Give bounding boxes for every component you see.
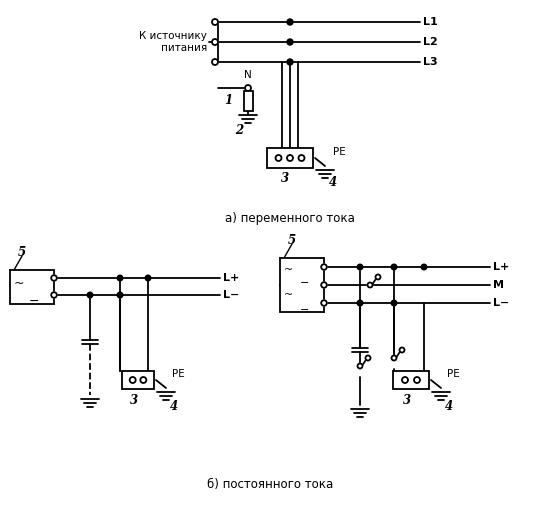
Text: L−: L−	[223, 290, 239, 300]
Text: −: −	[300, 278, 309, 288]
Text: L3: L3	[423, 57, 437, 67]
Circle shape	[321, 300, 327, 306]
Text: L+: L+	[223, 273, 239, 283]
Circle shape	[414, 377, 420, 383]
Text: 1: 1	[224, 94, 232, 108]
Circle shape	[421, 264, 427, 270]
Circle shape	[357, 300, 363, 306]
Bar	[267, 148, 313, 168]
Text: К источнику
питания: К источнику питания	[139, 31, 207, 53]
Circle shape	[287, 19, 293, 25]
Text: 2: 2	[235, 124, 243, 138]
Circle shape	[130, 377, 136, 383]
Circle shape	[392, 356, 396, 361]
Circle shape	[402, 377, 408, 383]
Text: M: M	[493, 280, 504, 290]
Circle shape	[400, 347, 404, 353]
Circle shape	[275, 155, 281, 161]
Bar	[280, 258, 324, 312]
Text: L1: L1	[423, 17, 438, 27]
Circle shape	[391, 300, 397, 306]
Text: 3: 3	[403, 394, 411, 406]
Bar	[122, 371, 154, 389]
Text: ~: ~	[284, 265, 293, 275]
Circle shape	[245, 85, 251, 91]
Circle shape	[299, 155, 305, 161]
Text: б) постоянного тока: б) постоянного тока	[207, 478, 333, 491]
Text: N: N	[244, 70, 252, 80]
Circle shape	[87, 292, 93, 298]
Circle shape	[212, 39, 218, 45]
Bar	[393, 371, 429, 389]
Circle shape	[212, 19, 218, 25]
Text: 5: 5	[288, 234, 296, 246]
Text: L2: L2	[423, 37, 438, 47]
Circle shape	[117, 292, 123, 298]
Text: 4: 4	[170, 399, 178, 412]
Text: 5: 5	[18, 245, 26, 259]
Circle shape	[321, 282, 327, 288]
Text: 4: 4	[445, 399, 453, 412]
Circle shape	[51, 275, 57, 281]
Circle shape	[117, 275, 123, 281]
Circle shape	[287, 59, 293, 65]
Bar	[10, 270, 54, 304]
Circle shape	[140, 377, 146, 383]
Circle shape	[357, 364, 362, 368]
Circle shape	[51, 292, 57, 298]
Circle shape	[366, 356, 370, 361]
Text: ~: ~	[284, 290, 293, 300]
Text: PE: PE	[333, 147, 346, 157]
Circle shape	[375, 274, 381, 279]
Circle shape	[368, 282, 373, 288]
Text: −: −	[300, 305, 309, 315]
Circle shape	[287, 39, 293, 45]
Text: L+: L+	[493, 262, 509, 272]
Text: −: −	[29, 295, 39, 308]
Text: ~: ~	[14, 277, 24, 290]
Bar	[244, 91, 253, 111]
Text: 3: 3	[130, 394, 138, 406]
Text: а) переменного тока: а) переменного тока	[225, 212, 355, 225]
Circle shape	[321, 264, 327, 270]
Circle shape	[212, 59, 218, 65]
Circle shape	[391, 264, 397, 270]
Text: PE: PE	[172, 369, 185, 379]
Circle shape	[145, 275, 151, 281]
Text: 3: 3	[281, 172, 289, 184]
Circle shape	[287, 155, 293, 161]
Text: 4: 4	[329, 175, 337, 188]
Text: L−: L−	[493, 298, 509, 308]
Text: PE: PE	[447, 369, 460, 379]
Circle shape	[357, 264, 363, 270]
